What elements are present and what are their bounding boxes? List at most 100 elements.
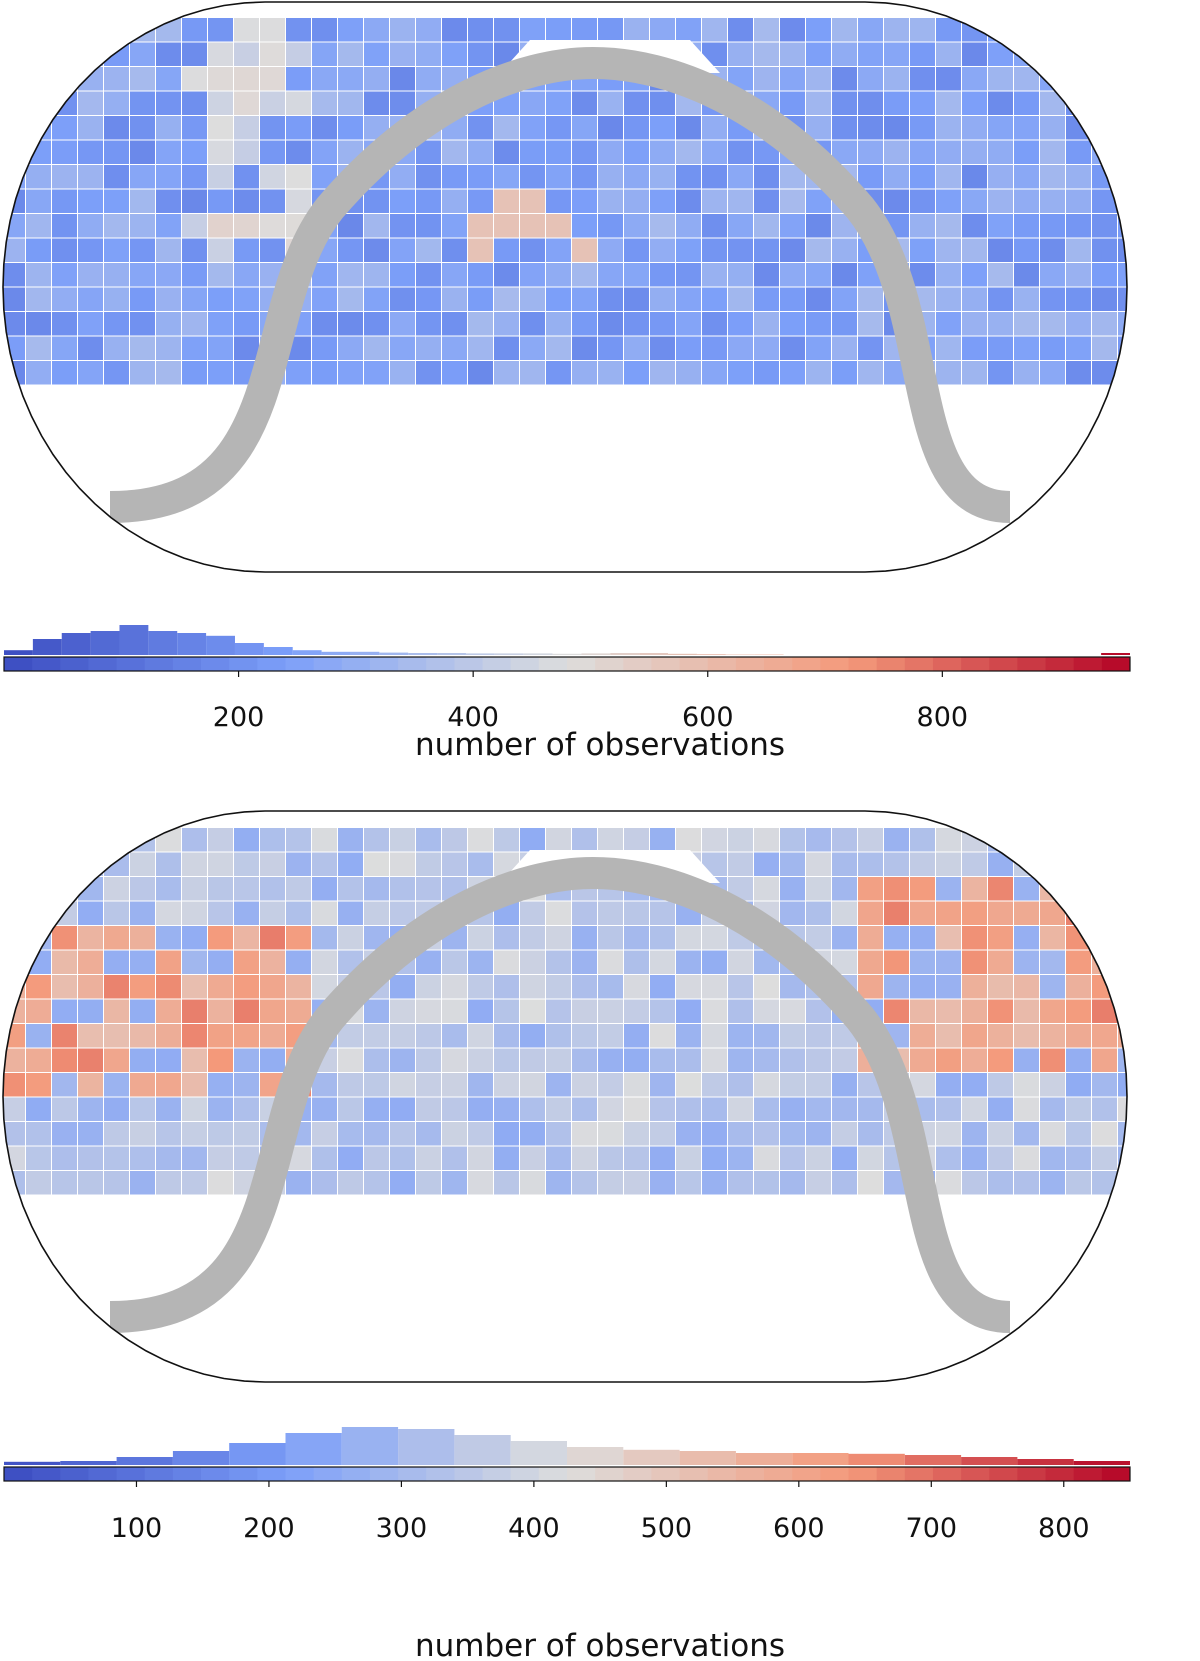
map-tile [1118,1073,1127,1097]
map-tile [234,91,259,115]
map-tile [884,116,909,140]
map-tile [624,1171,649,1195]
map-tile [416,1073,441,1097]
map-tile [78,263,103,287]
map-tile [182,42,207,66]
map-tile [104,238,129,262]
colorbar-segment [735,1467,765,1481]
map-tile [208,901,233,925]
map-tile [728,1171,753,1195]
map-tile [780,901,805,925]
map-tile [650,336,675,360]
map-tile [416,1146,441,1170]
map-tile [156,336,181,360]
map-tile [936,1097,961,1121]
map-tile [234,852,259,876]
map-tile [468,116,493,140]
map-tile [312,18,337,42]
map-tile [286,852,311,876]
map-tile [156,91,181,115]
histogram-bar [60,1461,117,1465]
map-tile [312,42,337,66]
map-tile [234,1122,259,1146]
map-tile [1118,91,1127,115]
map-tile [1014,336,1039,360]
map-tile [494,1122,519,1146]
map-tile [468,336,493,360]
map-tile [26,1171,51,1195]
map-tile [234,1048,259,1072]
map-tile [442,140,467,164]
map-tile [416,361,441,385]
map-tile [832,1073,857,1097]
map-tile [338,1122,363,1146]
map-tile [26,852,51,876]
map-tile [468,1097,493,1121]
map-tile [286,42,311,66]
map-tile [364,287,389,311]
map-tile [416,999,441,1023]
map-tile [650,361,675,385]
map-tile [728,18,753,42]
map-tile [910,91,935,115]
map-tile [988,287,1013,311]
map-tile [182,926,207,950]
map-tile [208,18,233,42]
map-tile [234,901,259,925]
map-tile [598,91,623,115]
map-tile [260,1024,285,1048]
histogram-bar [465,653,495,655]
map-tile [494,238,519,262]
colorbar-segment [88,657,118,671]
map-tile [156,189,181,213]
map-tile [26,1122,51,1146]
colorbar-segment [172,1467,202,1481]
map-tile [1118,42,1127,66]
map-tile [624,361,649,385]
map-tile [234,263,259,287]
colorbar-segment [201,657,230,671]
map-tile [234,287,259,311]
map-tile [962,263,987,287]
map-tile [988,1073,1013,1097]
map-tile [962,42,987,66]
map-tile [286,140,311,164]
map-tile [572,1048,597,1072]
map-tile [442,165,467,189]
map-tile [390,1122,415,1146]
map-tile [1040,361,1065,385]
map-tile [182,901,207,925]
map-tile [780,67,805,91]
map-tile [312,287,337,311]
map-tile [442,950,467,974]
map-tile [104,312,129,336]
colorbar-tick-label: 200 [243,1513,295,1544]
map-tile [390,877,415,901]
map-tile [78,1048,103,1072]
map-tile [676,18,701,42]
map-tile [728,1122,753,1146]
map-tile [130,165,155,189]
map-tile [624,950,649,974]
map-tile [442,1122,467,1146]
map-tile [624,1073,649,1097]
map-tile [988,1122,1013,1146]
map-tile [130,1073,155,1097]
histogram-bar [292,650,322,655]
map-tile [806,1122,831,1146]
map-tile [3,1073,25,1097]
map-tile [676,999,701,1023]
map-tile [546,140,571,164]
map-tile [1040,214,1065,238]
map-tile [312,165,337,189]
map-tile [234,140,259,164]
map-tile [884,901,909,925]
map-tile [624,1024,649,1048]
map-tile [3,975,25,999]
map-tile [338,42,363,66]
map-tile [312,67,337,91]
colorbar-segment [454,657,484,671]
map-tile [390,1146,415,1170]
histogram-bar [494,653,524,655]
map-tile [442,828,467,852]
